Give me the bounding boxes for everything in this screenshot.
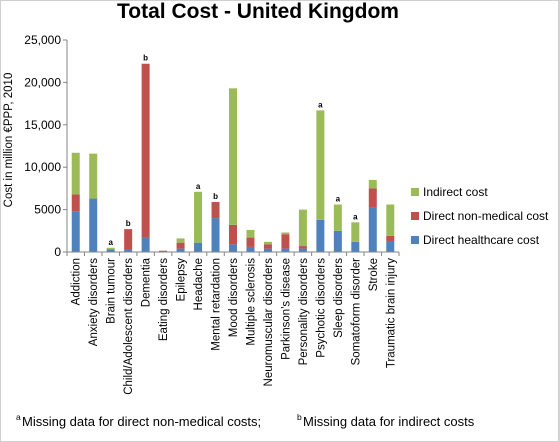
x-tick-label: Mental retardation (211, 258, 223, 351)
x-tick-label: Brain tumour (106, 258, 118, 324)
bar-non-medical-19 (386, 235, 395, 241)
legend-swatch (411, 188, 419, 196)
bar-healthcare-12 (263, 248, 272, 252)
bar-healthcare-11 (246, 246, 255, 252)
x-tick-label: Stroke (368, 258, 380, 291)
legend-swatch (411, 236, 419, 244)
x-tick-label: Parkinson's disease (280, 258, 292, 360)
bar-non-medical-11 (246, 237, 255, 247)
bar-note-3: a (108, 238, 113, 247)
bar-healthcare-1 (71, 211, 80, 252)
bar-indirect-14 (298, 209, 307, 247)
bar-indirect-13 (281, 232, 290, 235)
bar-indirect-2 (89, 153, 98, 199)
bar-healthcare-8 (194, 242, 203, 252)
bar-healthcare-2 (89, 198, 98, 252)
bar-note-8: a (196, 182, 201, 191)
footnotes: a Missing data for direct non-medical co… (16, 412, 475, 429)
x-tick-label: Headache (193, 258, 205, 310)
footnote-a-text: Missing data for direct non-medical cost… (22, 414, 261, 429)
chart-title: Total Cost - United Kingdom (117, 0, 399, 23)
legend-label: Direct healthcare cost (423, 233, 540, 247)
bar-indirect-10 (229, 88, 237, 225)
legend-label: Indirect cost (423, 185, 488, 199)
x-tick-label: Traumatic brain injury (385, 258, 397, 368)
bar-healthcare-18 (368, 207, 377, 252)
x-tick-label: Addiction (71, 258, 83, 305)
bar-indirect-3 (106, 247, 115, 250)
y-tick-label: 10,000 (24, 160, 61, 174)
bar-non-medical-6 (159, 250, 168, 252)
bar-non-medical-10 (229, 224, 237, 245)
bar-note-4: b (126, 219, 131, 228)
bar-healthcare-16 (333, 230, 342, 252)
x-tick-label: Sleep disorders (333, 258, 345, 338)
bar-healthcare-4 (124, 249, 133, 252)
bar-note-15: a (318, 100, 323, 109)
y-tick-label: 5000 (34, 203, 61, 217)
x-tick-label: Personality disorders (298, 258, 310, 366)
bar-non-medical-13 (281, 234, 290, 249)
bar-note-16: a (336, 195, 341, 204)
x-tick-label: Neuromuscular disorders (263, 258, 275, 387)
x-tick-label: Dementia (141, 257, 153, 307)
y-tick-label: 15,000 (24, 118, 61, 132)
legend: Indirect cost Direct non-medical cost Dire… (411, 185, 549, 247)
bar-non-medical-7 (176, 242, 185, 249)
bar-healthcare-15 (316, 219, 325, 252)
x-tick-label: Epilepsy (176, 258, 188, 302)
bar-non-medical-1 (71, 194, 80, 212)
y-axis: 0 5000 10,000 15,000 20,000 25,000 (24, 33, 68, 259)
footnote-b-text: Missing data for indirect costs (303, 414, 475, 429)
footnote-b-mark: b (297, 412, 302, 422)
bar-indirect-15 (316, 110, 325, 220)
bar-indirect-17 (351, 222, 360, 242)
x-tick-label: Mood disorders (228, 258, 240, 338)
bars: a b b a b a a a (71, 54, 395, 253)
y-tick-label: 25,000 (24, 33, 61, 47)
bar-indirect-11 (246, 229, 255, 238)
bar-indirect-7 (176, 238, 185, 243)
x-tick-label: Psychotic disorders (315, 258, 327, 358)
bar-non-medical-18 (368, 188, 377, 208)
bar-non-medical-14 (298, 246, 307, 249)
y-tick-label: 0 (54, 245, 61, 259)
bar-non-medical-9 (211, 201, 220, 219)
x-tick-label: Multiple sclerosis (245, 258, 257, 346)
bar-note-17: a (353, 212, 358, 221)
footnote-a-mark: a (16, 412, 21, 422)
bar-healthcare-7 (176, 248, 185, 252)
bar-note-5: b (143, 54, 148, 63)
bar-indirect-19 (386, 204, 395, 236)
bar-non-medical-5 (141, 63, 150, 238)
x-tick-label: Somatoform disorder (350, 258, 362, 366)
x-tick-label: Child/Adolescent disorders (123, 258, 135, 395)
bar-healthcare-14 (298, 248, 307, 252)
x-tick-label: Anxiety disorders (88, 258, 100, 346)
bar-non-medical-12 (263, 244, 272, 249)
bar-healthcare-17 (351, 241, 360, 252)
bar-non-medical-4 (124, 229, 133, 250)
bar-healthcare-9 (211, 218, 220, 252)
bar-healthcare-13 (281, 248, 290, 252)
legend-label: Direct non-medical cost (423, 209, 549, 223)
bar-healthcare-5 (141, 237, 150, 252)
x-tick-label: Eating disorders (158, 258, 170, 341)
bar-indirect-16 (333, 204, 342, 231)
x-axis: Addiction Anxiety disorders Brain tumour Ch… (66, 251, 400, 395)
y-axis-label: Cost in million €PPP, 2010 (3, 73, 15, 208)
bar-indirect-8 (194, 191, 203, 243)
bar-healthcare-10 (229, 244, 237, 252)
bar-indirect-12 (263, 241, 272, 245)
y-tick-label: 20,000 (24, 75, 61, 89)
bar-indirect-1 (71, 152, 80, 195)
bar-indirect-18 (368, 179, 377, 189)
bar-healthcare-3 (106, 249, 115, 252)
bar-note-9: b (213, 192, 218, 201)
bar-healthcare-19 (386, 240, 395, 252)
legend-swatch (411, 212, 419, 220)
